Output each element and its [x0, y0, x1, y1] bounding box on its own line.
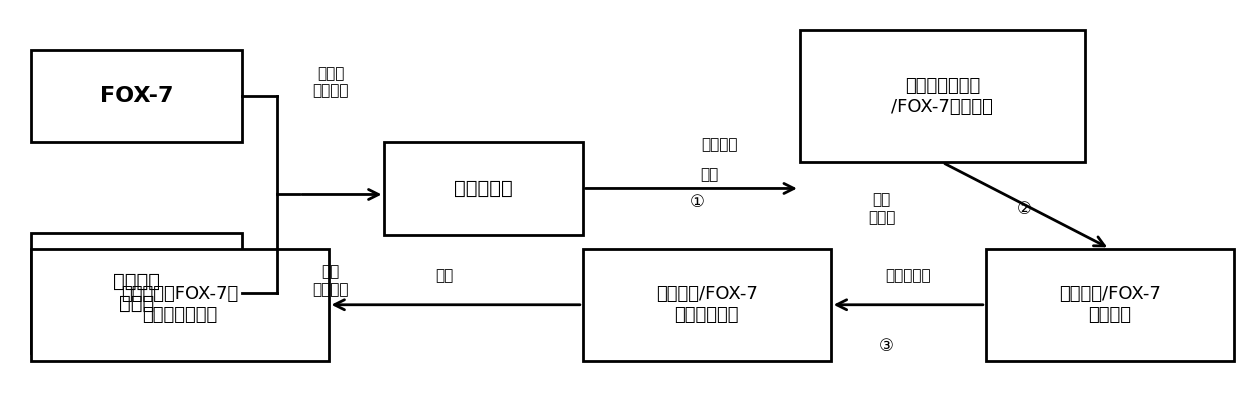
Text: 加热: 加热 [701, 168, 718, 182]
Text: 搅拌
混合均匀: 搅拌 混合均匀 [312, 265, 348, 297]
FancyBboxPatch shape [31, 233, 242, 353]
Text: 二维材料/FOX-7
混合溶液: 二维材料/FOX-7 混合溶液 [1059, 286, 1161, 324]
FancyBboxPatch shape [31, 249, 329, 361]
FancyBboxPatch shape [384, 142, 583, 235]
Text: 二维材料与FOX-7互
相插层，密度高: 二维材料与FOX-7互 相插层，密度高 [122, 286, 238, 324]
Text: 加入反溶剂: 加入反溶剂 [885, 268, 930, 283]
Text: ①: ① [689, 192, 704, 211]
Text: 混合悬浊液: 混合悬浊液 [454, 179, 513, 198]
Text: ③: ③ [879, 337, 894, 355]
Text: 二维材料
前驱体: 二维材料 前驱体 [113, 272, 160, 313]
FancyBboxPatch shape [800, 30, 1085, 162]
Text: 特点: 特点 [435, 268, 453, 283]
Text: 二维材料/FOX-7
新型复合材料: 二维材料/FOX-7 新型复合材料 [656, 286, 758, 324]
FancyBboxPatch shape [583, 249, 831, 361]
Text: 油域反应: 油域反应 [701, 138, 738, 152]
Text: 加入
醛溶液: 加入 醛溶液 [868, 192, 895, 225]
Text: FOX-7: FOX-7 [99, 86, 174, 106]
FancyBboxPatch shape [986, 249, 1234, 361]
Text: 二维材料前驱体
/FOX-7混合溶液: 二维材料前驱体 /FOX-7混合溶液 [892, 77, 993, 115]
Text: ②: ② [1017, 200, 1032, 217]
FancyBboxPatch shape [31, 50, 242, 142]
Text: 高沸点
有机溶剂: 高沸点 有机溶剂 [312, 66, 348, 98]
